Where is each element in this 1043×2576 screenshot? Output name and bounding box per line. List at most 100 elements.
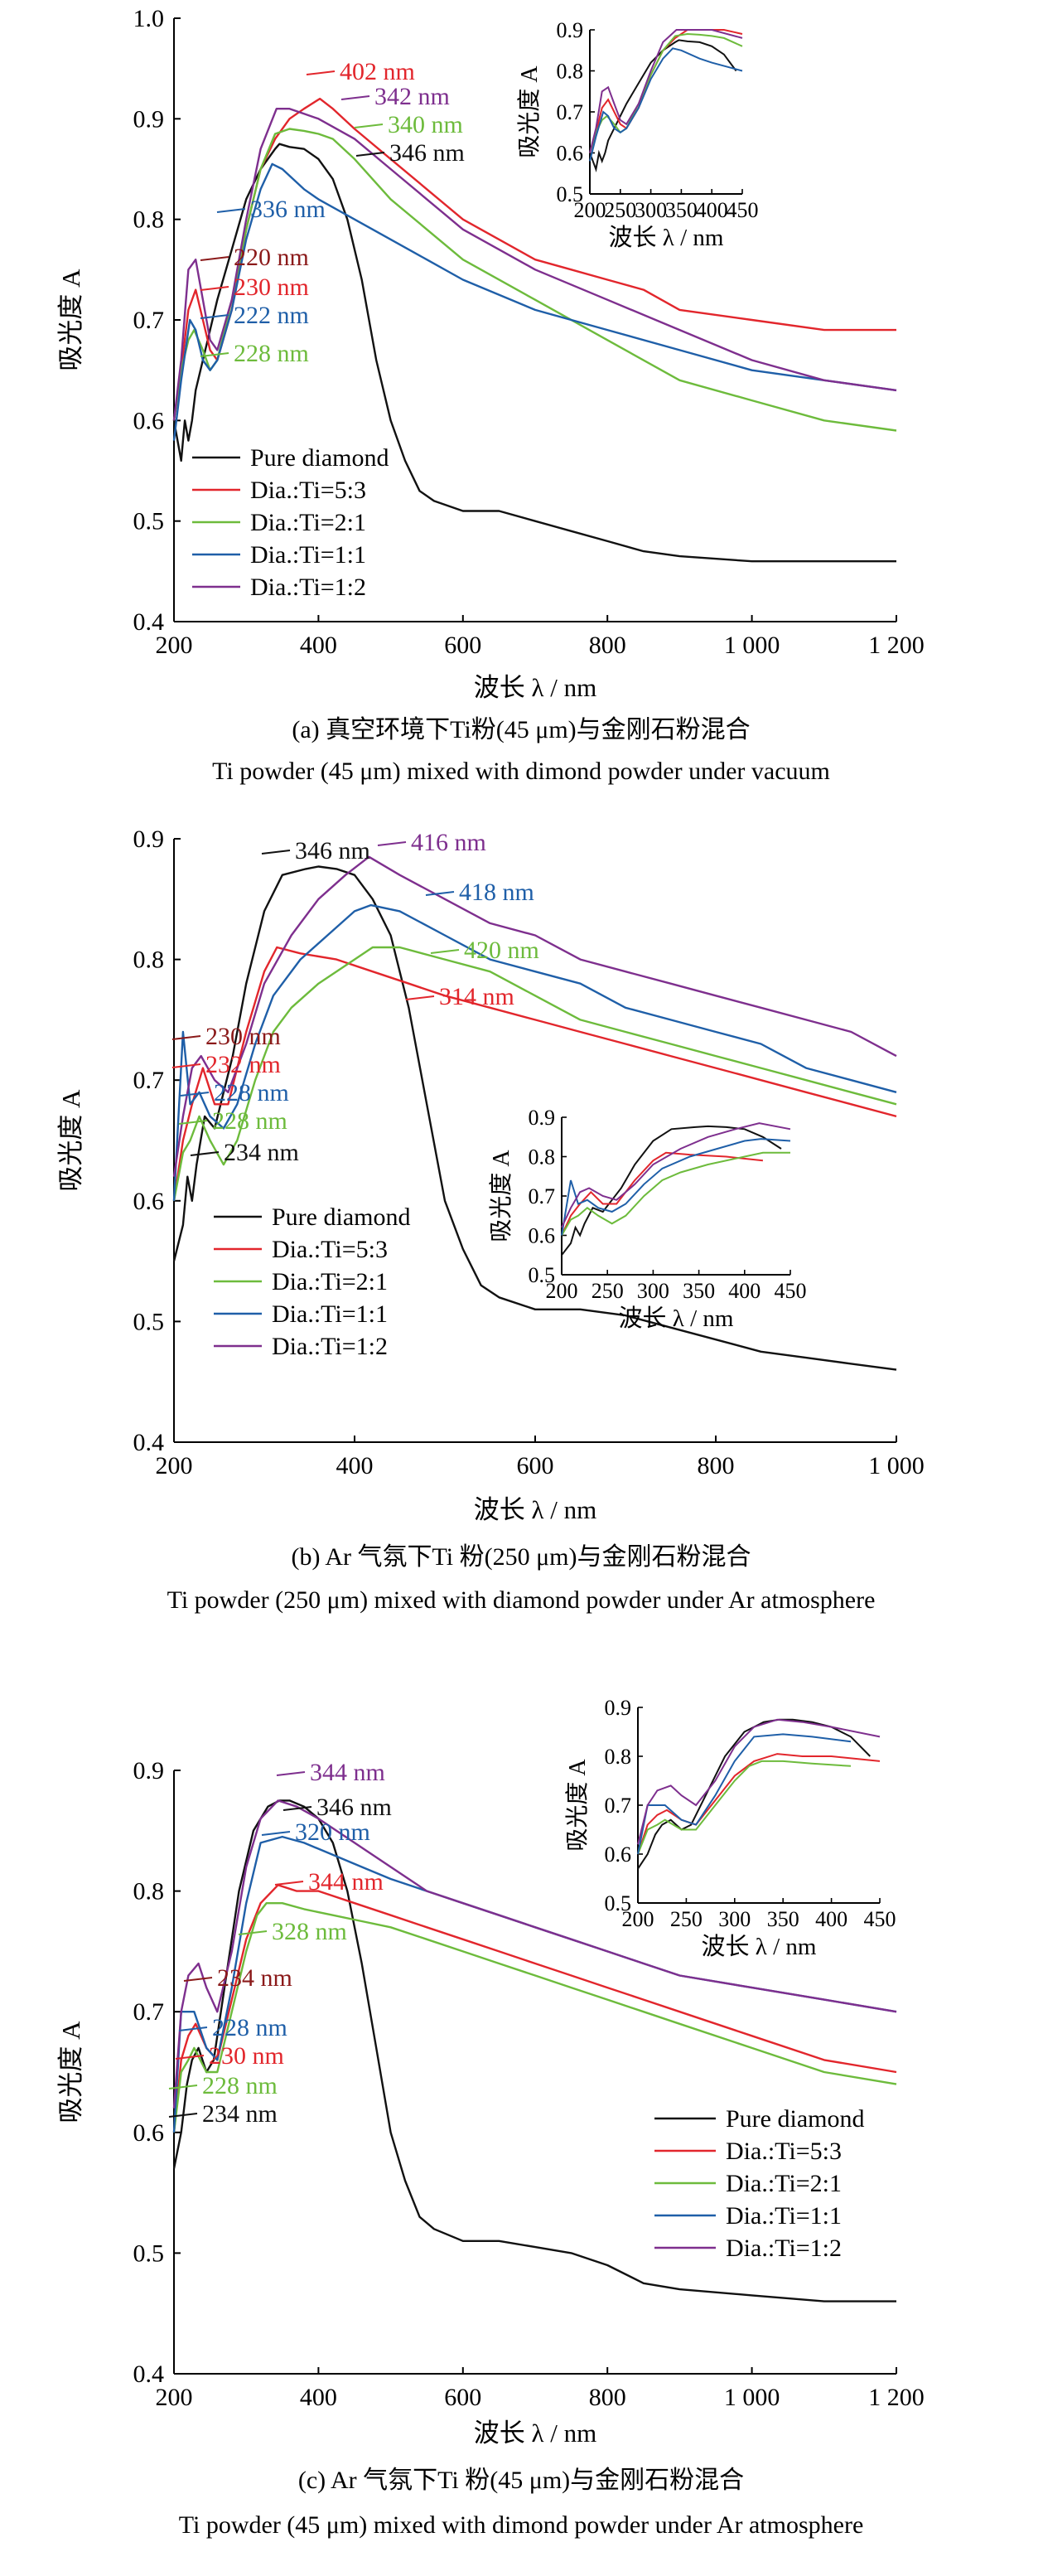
- y-tick-label: 0.4: [133, 608, 165, 636]
- series-line-dia-ti-2-1: [172, 128, 897, 432]
- y-tick-label: 0.7: [133, 1067, 165, 1094]
- peak-arrow: [216, 208, 246, 213]
- y-tick-label: 0.4: [133, 2361, 165, 2388]
- inset-x-tick-label: 350: [767, 1907, 799, 1931]
- caption-cn: (a) 真空环境下Ti粉(45 μm)与金刚石粉混合: [292, 716, 750, 743]
- inset-x-tick-label: 300: [718, 1907, 751, 1931]
- y-tick-label: 0.7: [133, 307, 165, 334]
- inset-x-axis-label: 波长 λ / nm: [609, 224, 724, 251]
- peak-arrow: [340, 95, 370, 100]
- inset-y-axis-label: 吸光度 A: [516, 65, 543, 158]
- inset-chart: 0.5 0.6 0.7 0.8 0.9 200 250 300 350 400 450 波长 λ / …: [564, 1696, 896, 1960]
- chart-panel-a: 0.4 0.5 0.6 0.7 0.8 0.9 1.0 200 400 600 800 1 000 1 …: [56, 5, 925, 785]
- inset-x-tick-label: 400: [728, 1279, 761, 1303]
- peak-annotation: 234 nm: [217, 1964, 292, 1992]
- peak-annotation: 314 nm: [439, 983, 514, 1010]
- y-tick-label: 0.8: [133, 1878, 165, 1905]
- inset-y-axis-label: 吸光度 A: [564, 1759, 591, 1852]
- y-axis-label: 吸光度 A: [56, 269, 85, 371]
- inset-series-line: [561, 1151, 764, 1236]
- peak-annotation: 346 nm: [316, 1794, 392, 1821]
- inset-y-tick-label: 0.6: [557, 142, 584, 166]
- y-tick-label: 1.0: [133, 5, 165, 32]
- series-line-pure-diamond: [172, 1799, 896, 2302]
- inset-x-tick-label: 250: [592, 1279, 624, 1303]
- inset-series-line: [637, 1760, 852, 1855]
- peak-annotation: 228 nm: [212, 2014, 287, 2041]
- peak-arrow: [425, 891, 455, 896]
- series-line-dia-ti-1-1: [172, 903, 897, 1201]
- inset-y-tick-label: 0.7: [605, 1794, 632, 1818]
- peak-arrow: [190, 1151, 220, 1156]
- inset-x-tick-label: 300: [637, 1279, 669, 1303]
- x-tick-label: 600: [517, 1452, 554, 1479]
- y-axis-label: 吸光度 A: [56, 2021, 85, 2123]
- peak-arrow: [200, 256, 229, 261]
- peak-annotation: 320 nm: [295, 1818, 370, 1846]
- peak-arrow: [175, 2055, 205, 2060]
- peak-annotation: 344 nm: [310, 1759, 385, 1786]
- y-tick-label: 0.9: [133, 1757, 165, 1784]
- inset-series-line: [637, 1718, 881, 1845]
- peak-annotation: 346 nm: [295, 837, 370, 864]
- peak-arrow: [178, 1120, 208, 1125]
- peak-annotation: 222 nm: [234, 302, 309, 329]
- x-tick-label: 800: [589, 2384, 626, 2411]
- peak-annotation: 230 nm: [209, 2042, 284, 2070]
- peak-annotation: 402 nm: [340, 58, 415, 85]
- series-line-pure-diamond: [172, 143, 896, 563]
- legend-label: Dia.:Ti=5:3: [726, 2138, 842, 2165]
- inset-series-line: [637, 1718, 872, 1870]
- series-line-dia-ti-5-3: [172, 946, 897, 1201]
- chart-panel-c: 0.4 0.5 0.6 0.7 0.8 0.9 200 400 600 800 1 000 1 200…: [56, 1696, 925, 2539]
- y-tick-label: 0.5: [133, 2239, 165, 2267]
- inset-y-tick-label: 0.5: [557, 182, 584, 206]
- inset-y-tick-label: 0.8: [529, 1145, 556, 1169]
- inset-series-line: [637, 1733, 852, 1855]
- legend-label: Pure diamond: [250, 444, 389, 472]
- legend-label: Dia.:Ti=1:1: [272, 1300, 388, 1328]
- inset-y-tick-label: 0.5: [605, 1891, 632, 1915]
- legend-label: Dia.:Ti=2:1: [250, 509, 366, 536]
- peak-arrow: [200, 352, 229, 357]
- y-tick-label: 0.6: [133, 2119, 165, 2147]
- x-tick-label: 400: [300, 632, 337, 659]
- y-tick-label: 0.6: [133, 1188, 165, 1215]
- x-tick-label: 1 000: [724, 2384, 780, 2411]
- peak-arrow: [200, 314, 229, 319]
- peak-annotation: 416 nm: [411, 829, 486, 856]
- inset-series-line: [561, 1125, 782, 1256]
- x-tick-label: 200: [156, 2384, 193, 2411]
- peak-arrow: [282, 1806, 312, 1811]
- peak-arrow: [261, 850, 291, 855]
- inset-series-line: [637, 1753, 881, 1855]
- x-tick-label: 1 000: [868, 1452, 925, 1479]
- inset-x-tick-label: 250: [604, 198, 636, 222]
- inset-x-tick-label: 200: [574, 198, 606, 222]
- legend-label: Dia.:Ti=1:2: [726, 2235, 842, 2262]
- peak-arrow: [354, 123, 384, 128]
- x-tick-label: 200: [156, 632, 193, 659]
- peak-arrow: [171, 1063, 201, 1068]
- peak-annotation: 230 nm: [234, 274, 309, 301]
- y-tick-label: 0.8: [133, 947, 165, 974]
- peak-annotation: 234 nm: [202, 2100, 278, 2128]
- peak-annotation: 420 nm: [464, 937, 539, 964]
- x-tick-label: 1 200: [868, 632, 925, 659]
- inset-x-tick-label: 350: [683, 1279, 715, 1303]
- peak-arrow: [200, 286, 229, 291]
- caption-en: Ti powder (45 μm) mixed with dimond powd…: [179, 2511, 864, 2539]
- x-tick-label: 200: [156, 1452, 193, 1479]
- x-axis-label: 波长 λ / nm: [474, 673, 597, 702]
- legend-label: Dia.:Ti=5:3: [272, 1236, 388, 1263]
- inset-series-line: [561, 1122, 791, 1228]
- inset-series-line: [589, 29, 743, 153]
- peak-annotation: 228 nm: [234, 340, 309, 367]
- inset-x-tick-label: 200: [622, 1907, 654, 1931]
- peak-annotation: 346 nm: [389, 139, 465, 167]
- legend-label: Dia.:Ti=1:1: [250, 541, 366, 569]
- inset-chart: 0.5 0.6 0.7 0.8 0.9 200 250 300 350 400 450 波长 λ / …: [488, 1106, 807, 1332]
- peak-arrow: [180, 1092, 210, 1097]
- x-tick-label: 400: [300, 2384, 337, 2411]
